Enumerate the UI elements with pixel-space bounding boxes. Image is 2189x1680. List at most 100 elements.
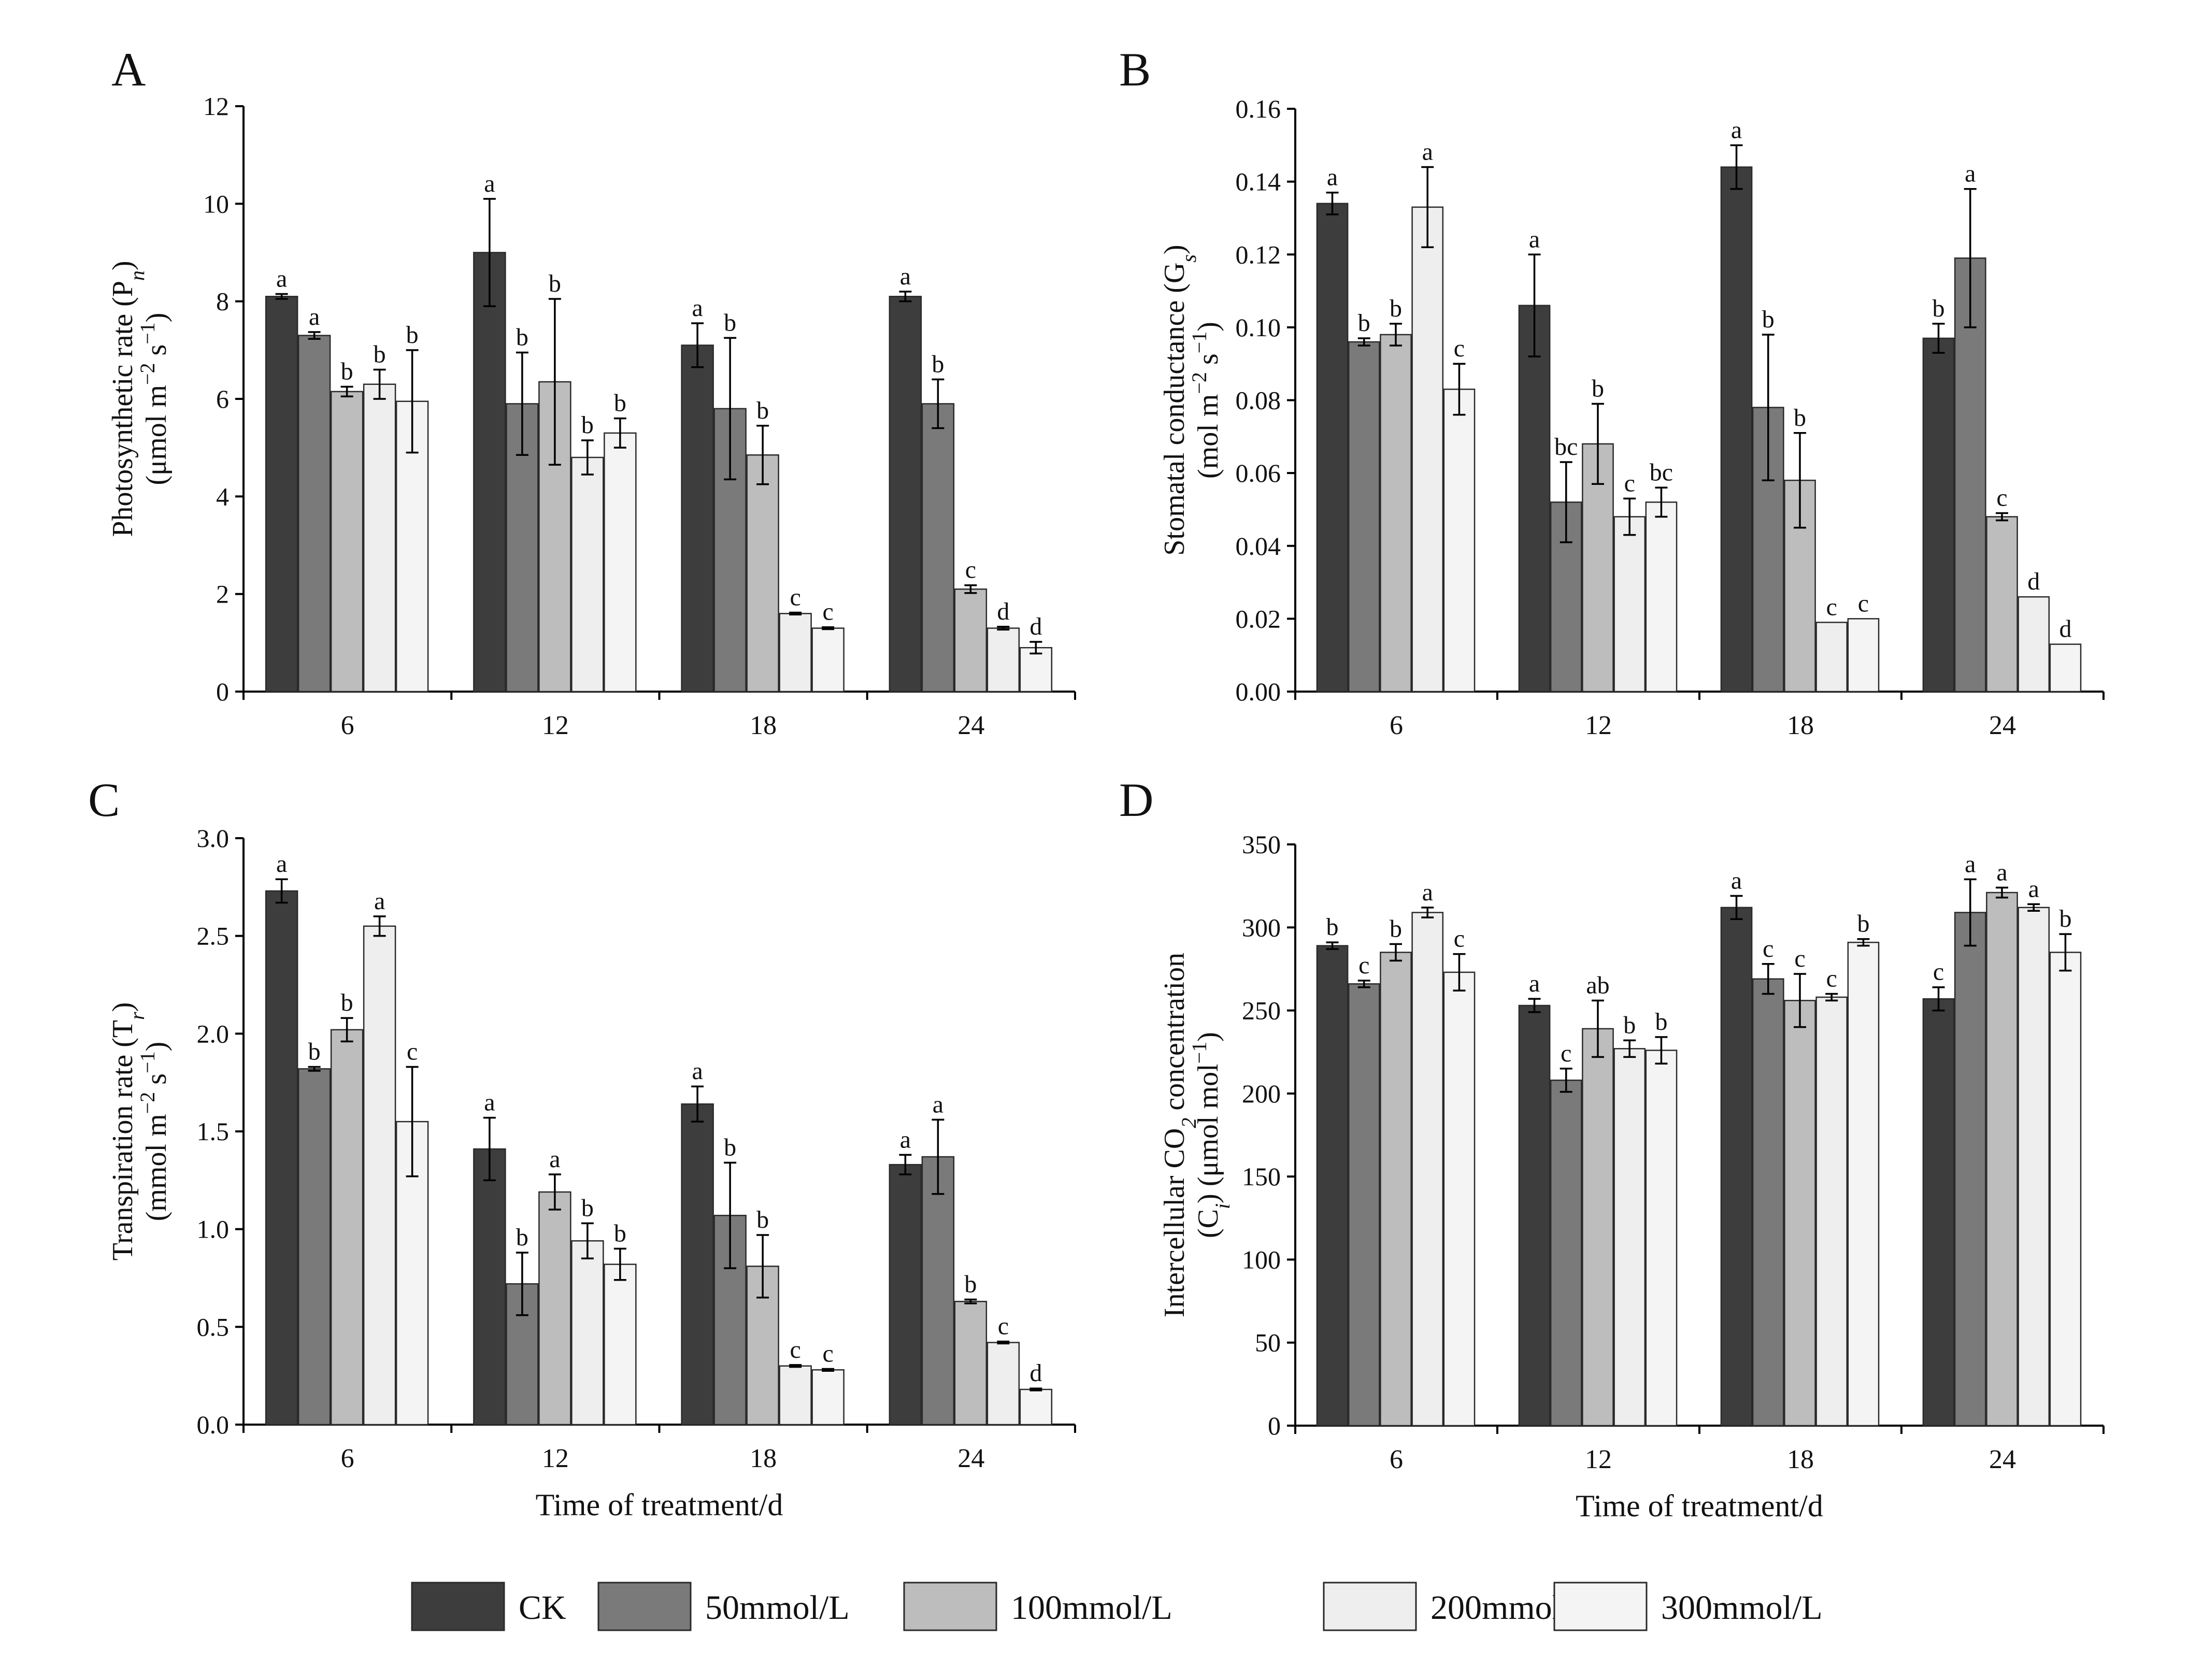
y-tick-label: 12: [203, 92, 229, 121]
bar-100mmol-l-6: [330, 1029, 364, 1426]
y-tick-label: 10: [203, 189, 229, 218]
significance-letter: b: [341, 989, 353, 1016]
y-tick-label: 100: [1242, 1245, 1281, 1274]
bar-ck-18: [681, 1103, 714, 1426]
x-category-label: 24: [957, 1444, 984, 1473]
x-category-label: 6: [341, 711, 354, 740]
significance-letter: a: [933, 1090, 943, 1118]
bar-100mmol-l-18: [1784, 1000, 1816, 1427]
significance-letter: c: [1454, 925, 1465, 953]
significance-letter: b: [1592, 375, 1604, 403]
legend-item-300mmol-l: 300mmol/L: [1553, 1582, 1823, 1631]
significance-letter: c: [1933, 958, 1944, 986]
y-tick-label: 1.0: [197, 1215, 230, 1244]
bar-ck-12: [1518, 1004, 1551, 1427]
significance-letter: b: [1358, 309, 1370, 337]
y-axis-label-line2: (μmol m−2 s−1): [136, 313, 173, 485]
y-tick-label: 8: [216, 287, 229, 316]
bar-ck-12: [1518, 305, 1551, 693]
bar-ck-18: [1720, 166, 1753, 693]
bar-100mmol-l-24: [954, 1301, 988, 1426]
y-axis-label-line1: Transpiration rate (Tr): [107, 1002, 149, 1261]
bar-200mmol-l-24: [986, 627, 1020, 693]
significance-letter: a: [484, 170, 495, 197]
bar-100mmol-l-24: [1986, 516, 2018, 693]
legend-label: CK: [519, 1589, 566, 1627]
bar-50mmol-l-24: [1954, 257, 1986, 693]
significance-letter: c: [1624, 469, 1635, 497]
bar-200mmol-l-12: [571, 1240, 604, 1426]
significance-letter: ab: [1586, 971, 1609, 999]
bar-200mmol-l-6: [1411, 206, 1444, 693]
bar-300mmol-l-6: [1443, 971, 1476, 1427]
x-category-label: 12: [542, 1444, 569, 1473]
significance-letter: b: [1390, 915, 1402, 942]
bar-200mmol-l-18: [1815, 996, 1848, 1427]
bar-50mmol-l-24: [921, 403, 955, 693]
significance-letter: b: [1857, 910, 1869, 938]
significance-letter: a: [276, 850, 287, 878]
bar-ck-12: [473, 1148, 506, 1426]
y-tick-label: 300: [1242, 913, 1281, 942]
significance-letter: b: [308, 1038, 321, 1065]
y-tick-label: 4: [216, 482, 229, 511]
significance-letter: a: [1529, 225, 1540, 253]
y-tick-label: 2.0: [197, 1019, 230, 1048]
bar-200mmol-l-12: [1613, 516, 1646, 693]
bar-300mmol-l-18: [811, 1369, 845, 1426]
bar-50mmol-l-24: [1954, 912, 1986, 1427]
bar-100mmol-l-12: [1582, 1028, 1614, 1427]
bar-200mmol-l-24: [2018, 596, 2050, 693]
y-tick-label: 350: [1242, 830, 1281, 859]
bar-300mmol-l-18: [1847, 941, 1880, 1427]
significance-letter: b: [406, 321, 419, 349]
significance-letter: d: [1029, 613, 1042, 640]
bar-300mmol-l-12: [1645, 501, 1678, 693]
bar-50mmol-l-24: [921, 1156, 955, 1426]
x-category-label: 6: [341, 1444, 354, 1473]
significance-letter: b: [1623, 1011, 1636, 1039]
bar-100mmol-l-6: [1380, 334, 1412, 693]
significance-letter: b: [964, 1271, 977, 1298]
x-category-label: 12: [1585, 1445, 1612, 1474]
legend-swatch: [597, 1582, 692, 1631]
bar-100mmol-l-24: [1986, 892, 2018, 1427]
y-tick-label: 0.08: [1236, 386, 1281, 415]
significance-letter: c: [965, 556, 976, 584]
bar-ck-24: [1922, 998, 1955, 1427]
bar-50mmol-l-6: [1348, 341, 1380, 693]
significance-letter: c: [1454, 335, 1465, 362]
legend-swatch: [1323, 1582, 1417, 1631]
x-category-label: 18: [750, 711, 777, 740]
y-tick-label: 0.02: [1236, 604, 1281, 633]
bar-ck-24: [889, 296, 922, 693]
significance-letter: bc: [1554, 433, 1578, 461]
bar-300mmol-l-18: [1847, 618, 1880, 693]
significance-letter: b: [516, 1224, 528, 1251]
panel-letter: A: [111, 43, 146, 96]
significance-letter: b: [614, 1219, 626, 1247]
bar-200mmol-l-18: [779, 1365, 812, 1426]
significance-letter: a: [1422, 138, 1433, 166]
significance-letter: d: [1029, 1359, 1042, 1387]
y-axis-label-line1: Intercellular CO2 concentration: [1158, 953, 1200, 1317]
significance-letter: c: [1996, 484, 2007, 511]
significance-letter: c: [407, 1038, 418, 1065]
bar-100mmol-l-24: [954, 588, 988, 693]
bar-50mmol-l-6: [1348, 983, 1380, 1427]
y-tick-label: 0.16: [1236, 94, 1281, 123]
significance-letter: a: [692, 1057, 703, 1085]
bar-200mmol-l-18: [1815, 622, 1848, 693]
significance-letter: a: [692, 294, 703, 322]
y-tick-label: 2: [216, 580, 229, 609]
y-tick-label: 0.5: [197, 1312, 230, 1341]
significance-letter: b: [341, 357, 353, 385]
y-tick-label: 50: [1255, 1328, 1281, 1357]
bar-200mmol-l-24: [2018, 907, 2050, 1427]
legend-item-200mmol-l: 200mmol/L: [1323, 1582, 1592, 1631]
x-category-label: 18: [750, 1444, 777, 1473]
y-tick-label: 0.00: [1236, 677, 1281, 706]
significance-letter: c: [1358, 952, 1369, 979]
